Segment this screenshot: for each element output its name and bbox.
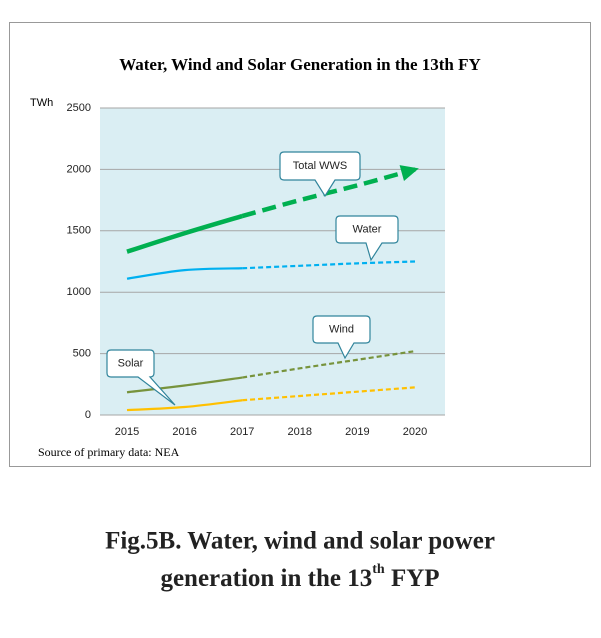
- chart-title: Water, Wind and Solar Generation in the …: [119, 55, 481, 74]
- projected-line: [242, 260, 416, 270]
- x-tick-label: 2017: [230, 426, 254, 438]
- actual-line: [126, 399, 243, 412]
- series-label: Water: [353, 223, 382, 235]
- series-label: Total WWS: [293, 160, 347, 172]
- y-tick-label: 500: [73, 348, 91, 360]
- source-note: Source of primary data: NEA: [38, 445, 180, 459]
- y-tick-label: 1000: [67, 286, 91, 298]
- callout-box: [335, 215, 399, 262]
- y-tick-label: 2000: [67, 163, 91, 175]
- x-tick-label: 2018: [288, 426, 312, 438]
- series-label: Wind: [329, 323, 354, 335]
- actual-line: [126, 213, 243, 254]
- caption-text: generation in the 13: [160, 565, 372, 592]
- x-tick-label: 2019: [345, 426, 369, 438]
- projected-line: [242, 386, 416, 402]
- arrow-head: [399, 165, 419, 182]
- x-tick-label: 2020: [403, 426, 427, 438]
- actual-line: [126, 376, 243, 394]
- callout-box: [106, 349, 176, 406]
- y-tick-label: 0: [85, 409, 91, 421]
- actual-line: [126, 267, 243, 280]
- y-tick-label: 2500: [67, 102, 91, 114]
- series-label: Solar: [118, 357, 144, 369]
- x-tick-label: 2016: [172, 426, 196, 438]
- projected-line: [241, 167, 416, 219]
- callout-box: [279, 151, 361, 198]
- caption-text: FYP: [385, 565, 440, 592]
- projected-line: [242, 350, 416, 379]
- callout-box: [312, 315, 371, 360]
- caption: generation in the 13th FYP: [160, 562, 439, 592]
- x-tick-label: 2015: [115, 426, 139, 438]
- plot: 0 500 1000 1500 2000 2500 2015 2016 2017 2018 2019…: [67, 102, 445, 438]
- caption-sup: th: [372, 562, 385, 577]
- y-axis-label: TWh: [30, 97, 53, 109]
- y-tick-label: 1500: [67, 225, 91, 237]
- caption: Fig.5B. Water, wind and solar power: [105, 528, 495, 555]
